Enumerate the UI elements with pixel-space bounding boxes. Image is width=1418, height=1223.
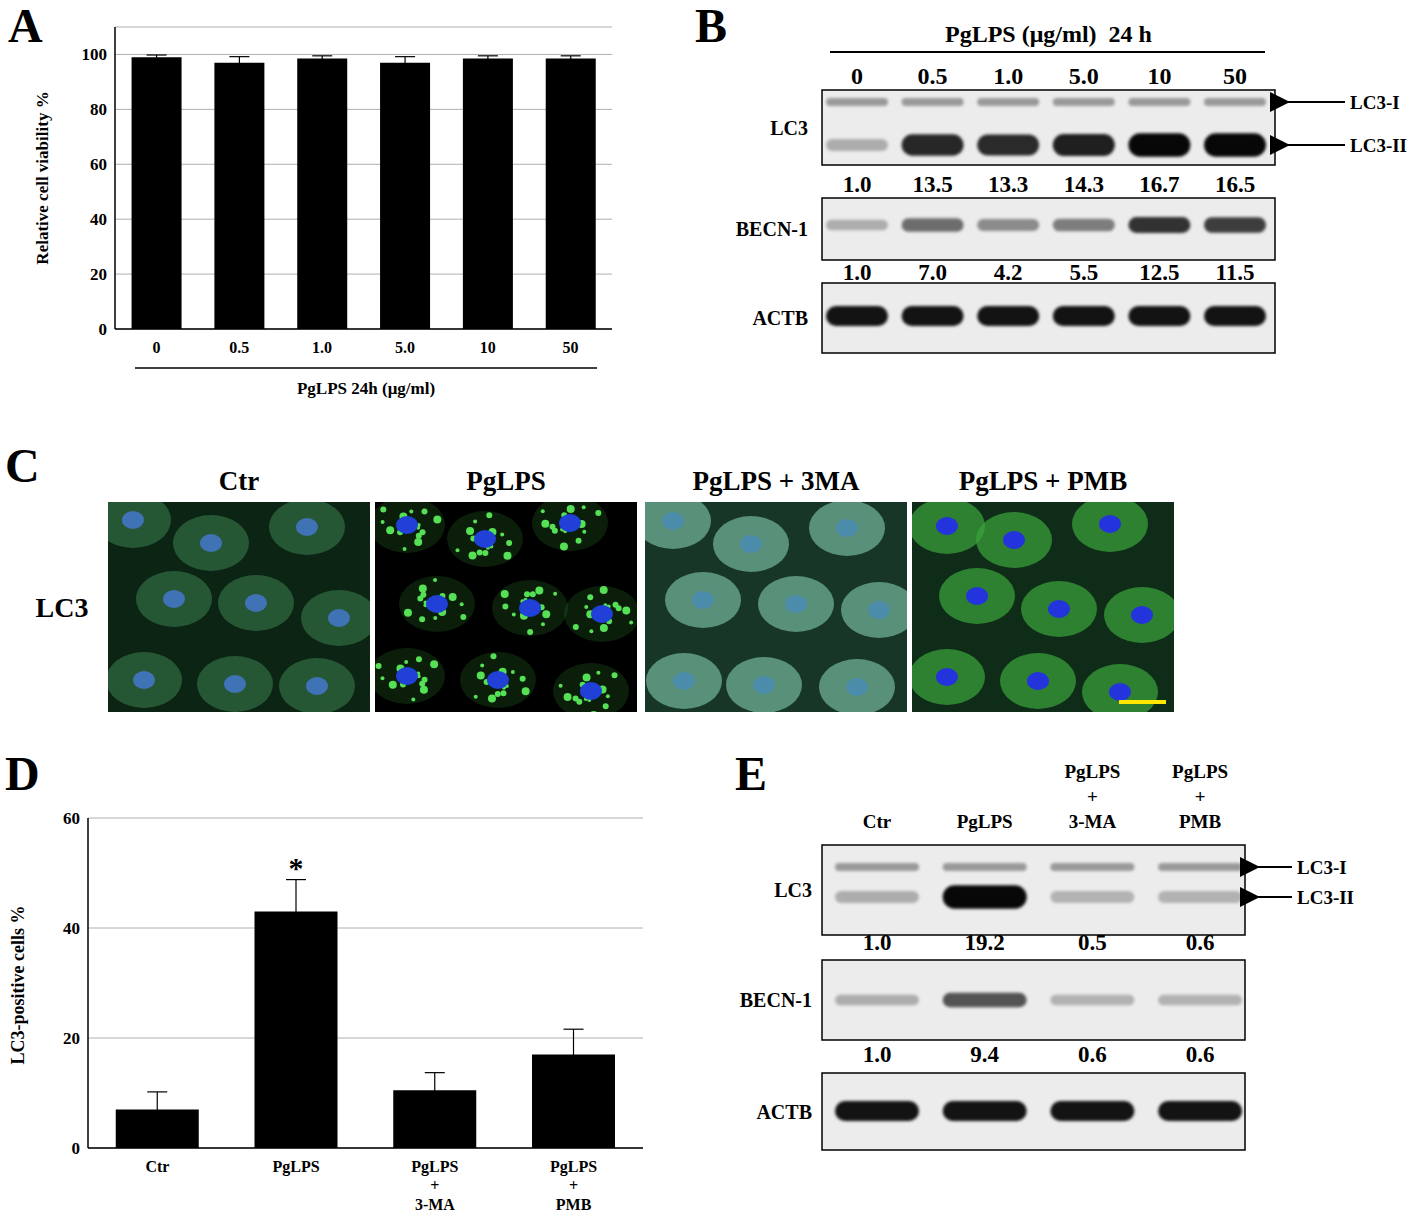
svg-text:0: 0 [72, 1139, 81, 1158]
svg-text:5.5: 5.5 [1069, 260, 1098, 285]
svg-text:50: 50 [1223, 63, 1247, 89]
svg-text:0: 0 [99, 320, 108, 339]
svg-text:*: * [289, 851, 304, 884]
svg-text:Ctr: Ctr [145, 1158, 169, 1175]
svg-text:80: 80 [90, 100, 107, 119]
svg-text:LC3-II: LC3-II [1297, 887, 1354, 908]
svg-text:10: 10 [480, 339, 496, 356]
svg-text:PgLPS: PgLPS [466, 466, 546, 496]
svg-text:1.0: 1.0 [863, 930, 892, 955]
svg-text:BECN-1: BECN-1 [736, 218, 808, 240]
svg-text:0.6: 0.6 [1186, 1042, 1215, 1067]
svg-text:Ctr: Ctr [219, 466, 259, 496]
svg-text:12.5: 12.5 [1139, 260, 1179, 285]
svg-text:16.7: 16.7 [1139, 172, 1179, 197]
svg-text:4.2: 4.2 [994, 260, 1023, 285]
svg-text:5.0: 5.0 [1069, 63, 1099, 89]
svg-text:16.5: 16.5 [1215, 172, 1255, 197]
svg-text:E: E [735, 747, 767, 800]
svg-text:LC3-I: LC3-I [1297, 857, 1347, 878]
svg-text:0: 0 [851, 63, 863, 89]
svg-text:LC3-positive cells %: LC3-positive cells % [8, 906, 28, 1065]
svg-text:B: B [695, 0, 727, 52]
svg-text:PgLPS: PgLPS [957, 811, 1013, 832]
svg-text:Ctr: Ctr [863, 811, 892, 832]
svg-text:LC3-I: LC3-I [1350, 92, 1400, 113]
svg-text:ACTB: ACTB [756, 1101, 812, 1123]
svg-text:0.5: 0.5 [229, 339, 249, 356]
svg-text:Relative cell viability %: Relative cell viability % [33, 91, 52, 264]
svg-text:20: 20 [63, 1029, 80, 1048]
svg-text:0.6: 0.6 [1078, 1042, 1107, 1067]
svg-text:LC3: LC3 [774, 879, 812, 901]
svg-text:11.5: 11.5 [1216, 260, 1255, 285]
svg-text:PgLPS+PMB: PgLPS+PMB [550, 1158, 597, 1213]
svg-text:1.0: 1.0 [863, 1042, 892, 1067]
svg-text:PgLPS+PMB: PgLPS+PMB [1172, 761, 1228, 832]
svg-text:BECN-1: BECN-1 [740, 989, 812, 1011]
svg-text:1.0: 1.0 [993, 63, 1023, 89]
svg-text:40: 40 [63, 919, 80, 938]
svg-text:D: D [5, 747, 40, 800]
svg-text:14.3: 14.3 [1064, 172, 1104, 197]
svg-text:7.0: 7.0 [918, 260, 947, 285]
svg-text:PgLPS + 3MA: PgLPS + 3MA [693, 466, 860, 496]
svg-text:0.5: 0.5 [1078, 930, 1107, 955]
svg-text:9.4: 9.4 [970, 1042, 999, 1067]
svg-text:1.0: 1.0 [843, 260, 872, 285]
svg-text:1.0: 1.0 [312, 339, 332, 356]
svg-text:PgLPS+3-MA: PgLPS+3-MA [1064, 761, 1120, 832]
svg-text:PgLPS + PMB: PgLPS + PMB [959, 466, 1127, 496]
svg-text:20: 20 [90, 265, 107, 284]
svg-text:PgLPS 24h (μg/ml): PgLPS 24h (μg/ml) [297, 379, 435, 398]
svg-text:13.5: 13.5 [912, 172, 952, 197]
svg-text:0: 0 [152, 339, 160, 356]
svg-text:LC3-II: LC3-II [1350, 135, 1407, 156]
svg-text:LC3: LC3 [36, 592, 89, 623]
svg-text:PgLPS (μg/ml) 24 h: PgLPS (μg/ml) 24 h [945, 21, 1152, 47]
svg-text:0.6: 0.6 [1186, 930, 1215, 955]
svg-text:100: 100 [82, 45, 108, 64]
svg-text:LC3: LC3 [770, 117, 808, 139]
svg-text:0.5: 0.5 [918, 63, 948, 89]
svg-text:ACTB: ACTB [752, 307, 808, 329]
svg-text:13.3: 13.3 [988, 172, 1028, 197]
svg-text:5.0: 5.0 [395, 339, 415, 356]
svg-text:PgLPS: PgLPS [273, 1158, 320, 1176]
svg-text:10: 10 [1147, 63, 1171, 89]
svg-text:60: 60 [63, 809, 80, 828]
svg-text:60: 60 [90, 155, 107, 174]
svg-text:50: 50 [563, 339, 579, 356]
svg-text:19.2: 19.2 [965, 930, 1005, 955]
svg-text:40: 40 [90, 210, 107, 229]
svg-text:1.0: 1.0 [843, 172, 872, 197]
svg-text:C: C [5, 439, 40, 492]
svg-text:PgLPS+3-MA: PgLPS+3-MA [411, 1158, 458, 1213]
svg-text:A: A [8, 0, 43, 52]
